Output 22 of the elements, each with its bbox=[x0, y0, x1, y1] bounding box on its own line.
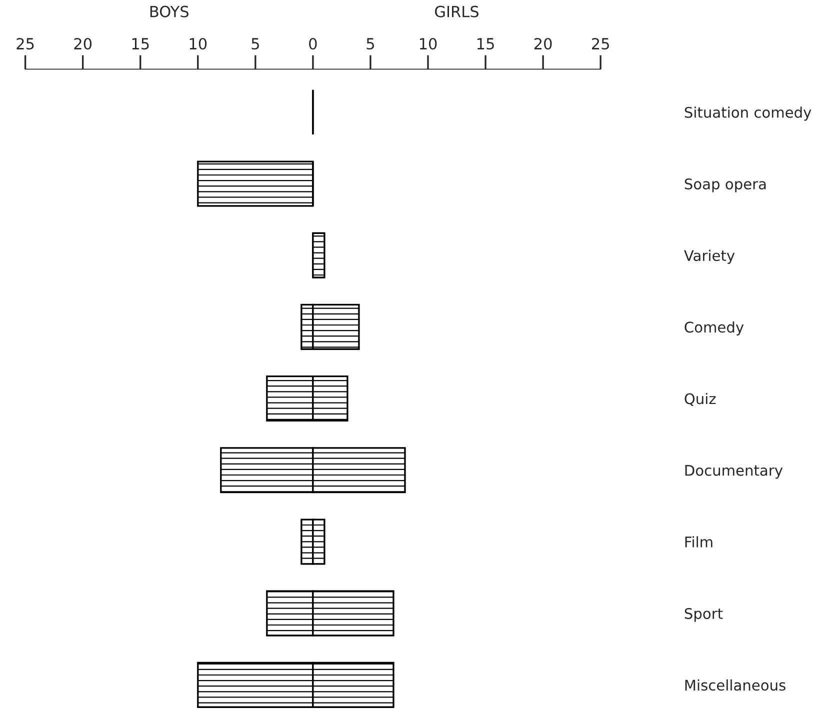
x-tick-label: 15 bbox=[477, 38, 494, 50]
y-tick-label: Variety bbox=[684, 250, 735, 264]
x-tick-label: 20 bbox=[534, 38, 552, 50]
y-tick-label: Sport bbox=[684, 608, 723, 622]
x-tick-label: 20 bbox=[74, 38, 92, 50]
y-tick-label: Documentary bbox=[685, 465, 783, 479]
x-tick-label: 25 bbox=[592, 38, 609, 50]
y-tick-label: Miscellaneous bbox=[685, 679, 786, 691]
text: BOYS bbox=[150, 6, 188, 18]
x-tick-label: 10 bbox=[420, 38, 437, 50]
x-tick-label: 5 bbox=[252, 38, 259, 50]
y-tick-label: Quiz bbox=[684, 392, 716, 406]
x-tick-label: 25 bbox=[16, 38, 34, 50]
y-tick-label: Film bbox=[685, 536, 712, 548]
y-tick-label: Soap opera bbox=[684, 178, 766, 192]
x-tick-label: 10 bbox=[190, 38, 207, 50]
y-tick-label: Comedy bbox=[684, 321, 744, 336]
x-tick-label: 5 bbox=[366, 38, 374, 50]
x-tick-label: 15 bbox=[132, 38, 149, 50]
x-tick-label: 0 bbox=[309, 38, 317, 50]
text: GIRLS bbox=[435, 6, 478, 18]
y-tick-label: Situation comedy bbox=[684, 106, 812, 121]
